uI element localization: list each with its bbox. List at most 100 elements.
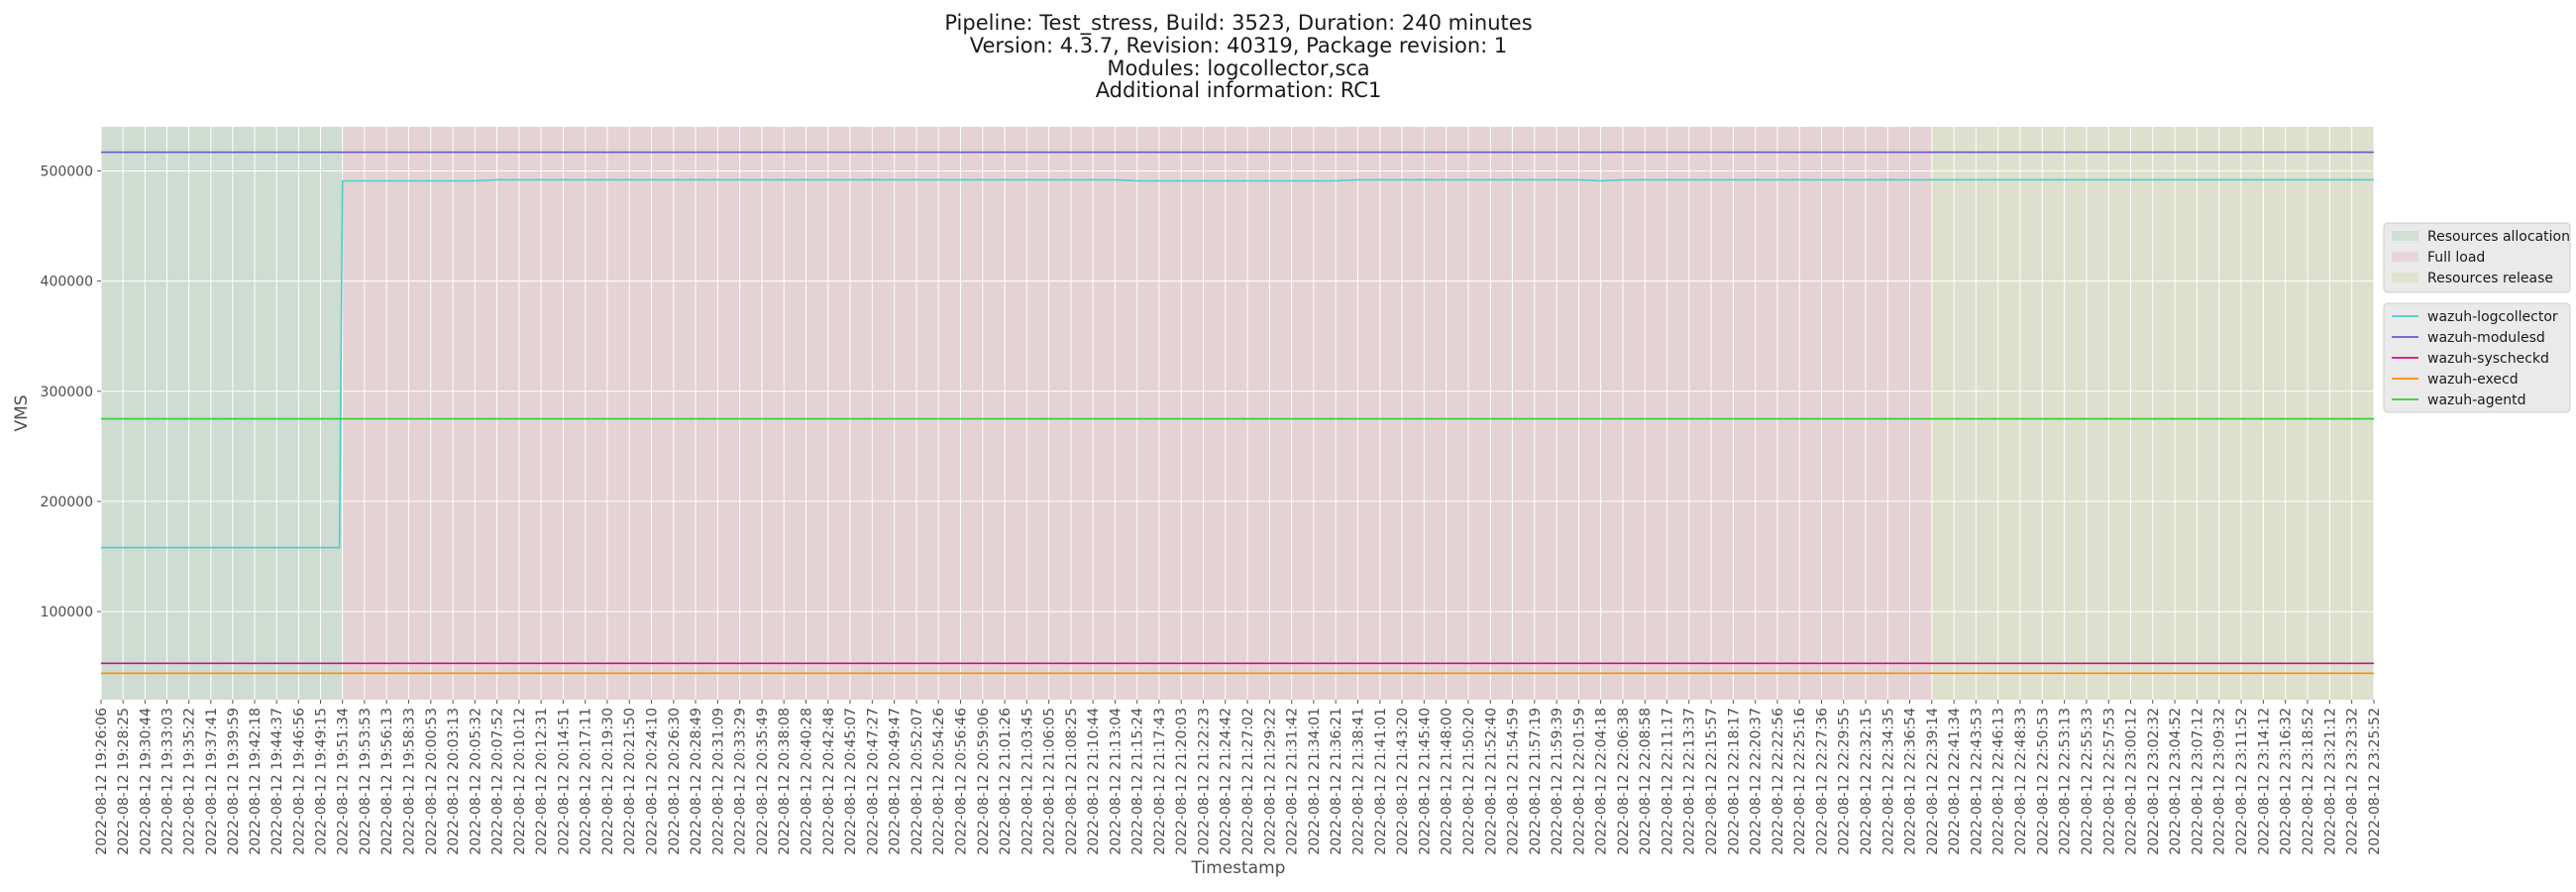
x-tick-label: 2022-08-12 20:14:51: [556, 708, 572, 855]
x-tick-label: 2022-08-12 19:33:03: [160, 708, 175, 855]
x-axis-ticks: 2022-08-12 19:26:06 2022-08-12 19:28:25 20…: [94, 700, 2383, 855]
x-tick-label: 2022-08-12 20:40:28: [800, 708, 815, 855]
legend-label-series: wazuh-agentd: [2427, 392, 2526, 408]
x-tick-label: 2022-08-12 23:07:12: [2190, 708, 2205, 855]
x-tick-label: 2022-08-12 22:25:16: [1792, 708, 1808, 855]
x-tick-label: 2022-08-12 21:10:44: [1086, 708, 1102, 855]
phase-band-1: [101, 127, 343, 700]
legend-label-series: wazuh-modulesd: [2427, 330, 2545, 346]
chart-title: Pipeline: Test_stress, Build: 3523, Dura…: [944, 11, 1532, 102]
y-axis-label: VMS: [12, 394, 32, 431]
chart-title-line-1: Pipeline: Test_stress, Build: 3523, Dura…: [944, 11, 1532, 36]
legend-swatch-phase: [2392, 273, 2418, 282]
x-tick-label: 2022-08-12 23:14:12: [2256, 708, 2272, 855]
x-tick-label: 2022-08-12 21:38:41: [1351, 708, 1367, 855]
x-axis-label: Timestamp: [1191, 858, 1286, 878]
x-tick-label: 2022-08-12 20:07:52: [490, 708, 506, 855]
x-tick-label: 2022-08-12 19:42:18: [248, 708, 264, 855]
legend-label-phase: Full load: [2427, 250, 2485, 266]
x-tick-label: 2022-08-12 22:55:33: [2080, 708, 2095, 855]
phase-bands: [101, 127, 2374, 700]
y-tick-label: 200000: [41, 495, 93, 510]
x-tick-label: 2022-08-12 21:27:02: [1240, 708, 1256, 855]
x-tick-label: 2022-08-12 22:48:33: [2013, 708, 2029, 855]
x-tick-label: 2022-08-12 21:52:40: [1483, 708, 1499, 855]
x-tick-label: 2022-08-12 21:36:21: [1329, 708, 1344, 855]
x-tick-label: 2022-08-12 22:43:53: [1969, 708, 1985, 855]
x-tick-label: 2022-08-12 20:03:13: [446, 708, 462, 855]
x-tick-label: 2022-08-12 20:19:30: [600, 708, 616, 855]
legend-label-series: wazuh-syscheckd: [2427, 351, 2549, 367]
x-tick-label: 2022-08-12 20:54:26: [931, 708, 947, 855]
chart-title-line-3: Modules: logcollector,sca: [1107, 56, 1369, 80]
x-tick-label: 2022-08-12 21:29:22: [1262, 708, 1278, 855]
x-tick-label: 2022-08-12 20:21:50: [622, 708, 638, 855]
x-tick-label: 2022-08-12 19:37:41: [204, 708, 220, 855]
y-tick-label: 500000: [41, 164, 93, 179]
x-tick-label: 2022-08-12 22:01:59: [1571, 708, 1587, 855]
x-tick-label: 2022-08-12 21:01:26: [998, 708, 1014, 855]
x-tick-label: 2022-08-12 21:41:01: [1373, 708, 1389, 855]
x-tick-label: 2022-08-12 20:59:06: [976, 708, 992, 855]
x-tick-label: 2022-08-12 20:33:29: [733, 708, 749, 855]
x-tick-label: 2022-08-12 20:49:47: [888, 708, 904, 855]
x-tick-label: 2022-08-12 22:53:13: [2058, 708, 2074, 855]
x-tick-label: 2022-08-12 23:18:52: [2301, 708, 2316, 855]
x-tick-label: 2022-08-12 20:52:07: [910, 708, 925, 855]
x-tick-label: 2022-08-12 21:22:23: [1197, 708, 1213, 855]
y-tick-label: 100000: [41, 605, 93, 620]
x-tick-label: 2022-08-12 22:39:14: [1925, 708, 1941, 855]
x-tick-label: 2022-08-12 19:35:22: [182, 708, 198, 855]
legend-series: wazuh-logcollector wazuh-modulesd wazuh-sy…: [2383, 302, 2571, 413]
x-tick-label: 2022-08-12 22:15:57: [1704, 708, 1720, 855]
x-tick-label: 2022-08-12 19:58:33: [401, 708, 417, 855]
x-tick-label: 2022-08-12 20:47:27: [865, 708, 881, 855]
x-tick-label: 2022-08-12 20:24:10: [645, 708, 661, 855]
x-tick-label: 2022-08-12 22:22:56: [1771, 708, 1786, 855]
x-tick-label: 2022-08-12 22:32:15: [1859, 708, 1875, 855]
x-tick-label: 2022-08-12 20:05:32: [468, 708, 483, 855]
x-tick-label: 2022-08-12 22:20:37: [1749, 708, 1765, 855]
x-tick-label: 2022-08-12 23:25:52: [2367, 708, 2383, 855]
x-tick-label: 2022-08-12 22:18:17: [1726, 708, 1742, 855]
x-tick-label: 2022-08-12 20:28:49: [689, 708, 704, 855]
grid: [100, 127, 2375, 700]
x-tick-label: 2022-08-12 20:31:09: [710, 708, 726, 855]
y-tick-label: 300000: [41, 385, 93, 400]
x-tick-label: 2022-08-12 23:00:12: [2123, 708, 2139, 855]
legend-series-box: [2383, 302, 2571, 413]
x-tick-label: 2022-08-12 21:43:20: [1395, 708, 1411, 855]
x-tick-label: 2022-08-12 19:39:59: [226, 708, 242, 855]
x-tick-label: 2022-08-12 21:15:24: [1130, 708, 1146, 855]
x-tick-label: 2022-08-12 23:02:32: [2146, 708, 2162, 855]
x-tick-label: 2022-08-12 20:38:08: [777, 708, 793, 855]
x-tick-label: 2022-08-12 22:46:13: [1991, 708, 2007, 855]
x-tick-label: 2022-08-12 23:09:32: [2212, 708, 2228, 855]
x-tick-label: 2022-08-12 20:26:30: [667, 708, 683, 855]
x-tick-label: 2022-08-12 22:57:53: [2101, 708, 2117, 855]
x-tick-label: 2022-08-12 19:26:06: [94, 708, 110, 855]
x-tick-label: 2022-08-12 20:17:11: [579, 708, 594, 855]
x-tick-label: 2022-08-12 21:17:43: [1152, 708, 1168, 855]
x-tick-label: 2022-08-12 21:57:19: [1528, 708, 1544, 855]
x-tick-label: 2022-08-12 19:53:53: [358, 708, 374, 855]
x-tick-label: 2022-08-12 22:11:17: [1660, 708, 1675, 855]
x-tick-label: 2022-08-12 20:12:31: [534, 708, 550, 855]
x-tick-label: 2022-08-12 21:03:45: [1020, 708, 1035, 855]
x-tick-label: 2022-08-12 21:24:42: [1219, 708, 1234, 855]
x-tick-label: 2022-08-12 23:04:52: [2168, 708, 2184, 855]
chart-title-line-2: Version: 4.3.7, Revision: 40319, Package…: [970, 34, 1508, 57]
x-tick-label: 2022-08-12 21:50:20: [1461, 708, 1477, 855]
x-tick-label: 2022-08-12 21:06:05: [1042, 708, 1058, 855]
x-tick-label: 2022-08-12 22:08:58: [1638, 708, 1654, 855]
x-tick-label: 2022-08-12 20:45:07: [843, 708, 859, 855]
legend-label-phase: Resources allocation: [2427, 229, 2570, 245]
x-tick-label: 2022-08-12 22:50:53: [2035, 708, 2051, 855]
x-tick-label: 2022-08-12 19:30:44: [138, 708, 154, 855]
x-tick-label: 2022-08-12 19:56:13: [379, 708, 395, 855]
x-tick-label: 2022-08-12 23:16:32: [2279, 708, 2295, 855]
legend-swatch-phase: [2392, 252, 2418, 262]
x-tick-label: 2022-08-12 19:46:56: [291, 708, 307, 855]
x-tick-label: 2022-08-12 21:31:42: [1285, 708, 1301, 855]
